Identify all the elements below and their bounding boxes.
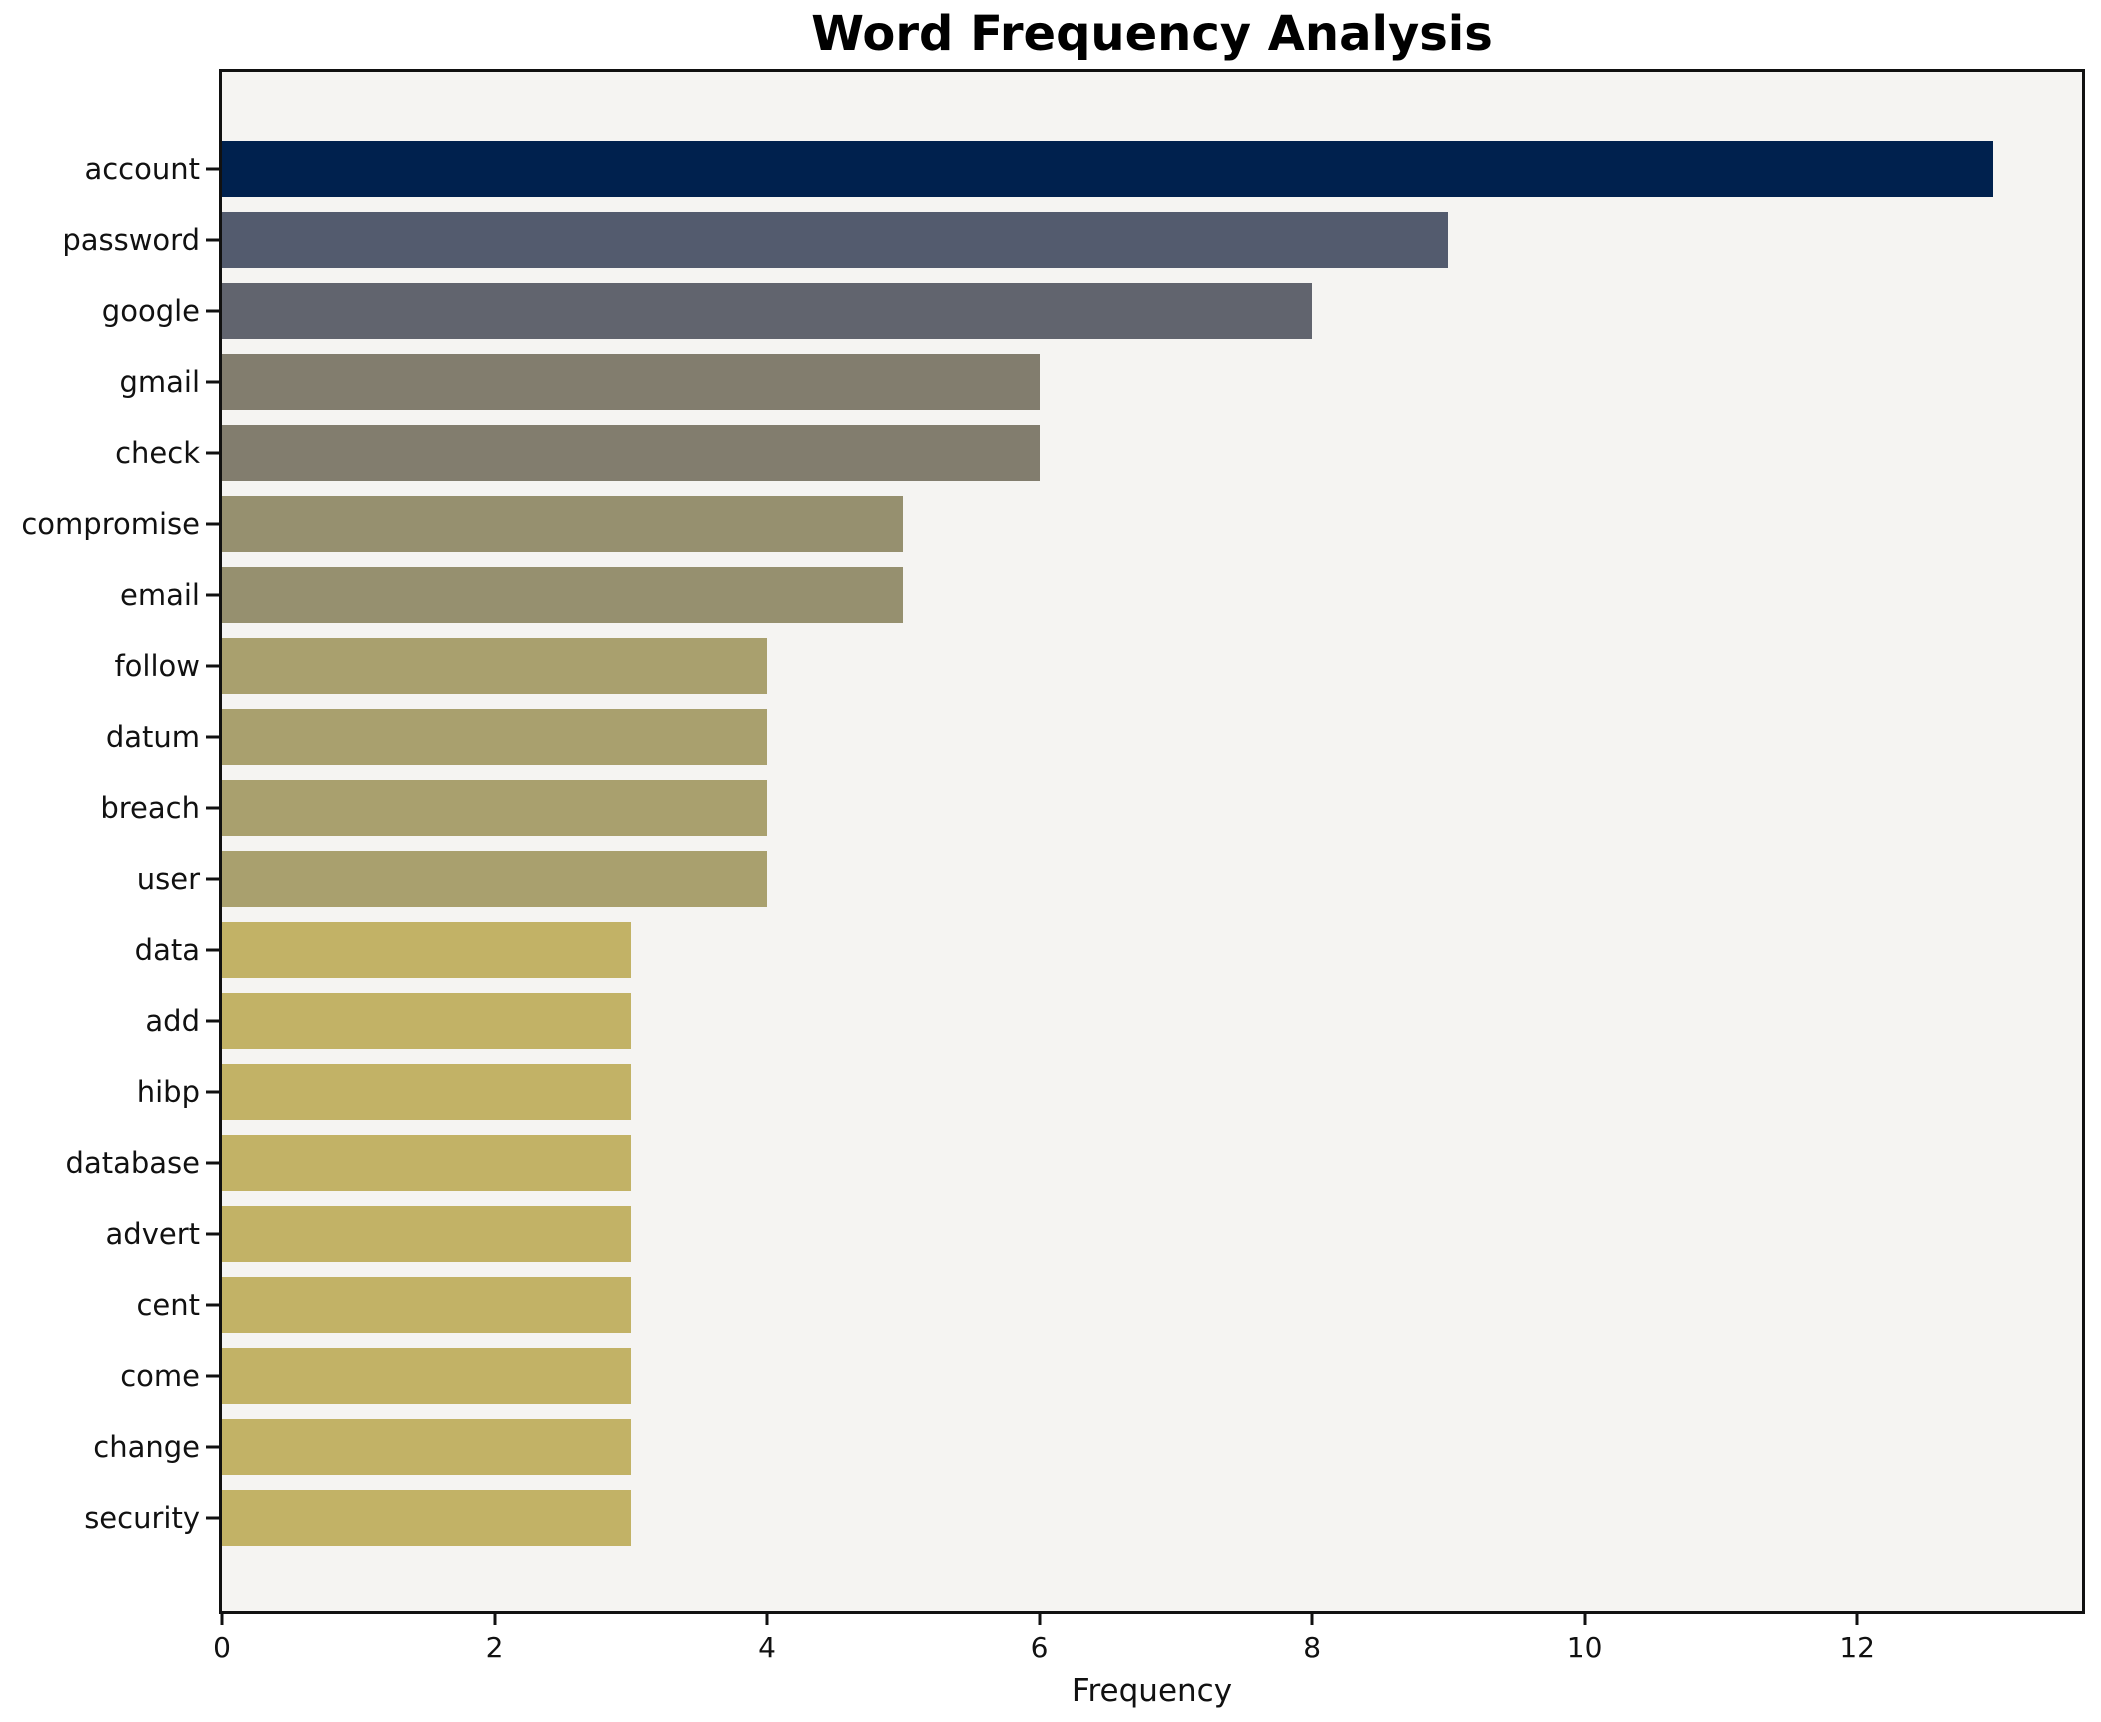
bar-row: user	[137, 851, 2082, 907]
x-tick-mark	[493, 1614, 497, 1625]
bar-row: account	[84, 141, 2082, 197]
bar-gmail	[222, 354, 1040, 410]
y-tick-mark	[206, 806, 219, 810]
bar-cent	[222, 1277, 631, 1333]
bar-row: password	[62, 212, 2082, 268]
y-tick-label-user: user	[136, 862, 200, 896]
bar-change	[222, 1419, 631, 1475]
bar-database	[222, 1135, 631, 1191]
bar-row: google	[102, 283, 2082, 339]
bar-row: hibp	[137, 1064, 2082, 1120]
y-tick-label-email: email	[120, 578, 200, 612]
chart-title: Word Frequency Analysis	[811, 6, 1493, 62]
bar-row: add	[145, 993, 2082, 1049]
y-tick-label-google: google	[101, 294, 200, 328]
y-tick-label-change: change	[93, 1430, 200, 1464]
y-tick-label-gmail: gmail	[119, 365, 200, 399]
bar-row: follow	[114, 638, 2082, 694]
plot-area: account password google gmail check compromis…	[21, 69, 2085, 1709]
y-tick-label-advert: advert	[105, 1217, 200, 1251]
bar-row: check	[115, 425, 2082, 481]
bar-row: breach	[100, 780, 2082, 836]
y-tick-label-compromise: compromise	[21, 507, 200, 541]
bar-google	[222, 283, 1313, 339]
x-tick-mark	[1855, 1614, 1859, 1625]
y-tick-mark	[206, 451, 219, 455]
y-tick-label-cent: cent	[136, 1288, 200, 1322]
y-tick-label-come: come	[120, 1359, 200, 1393]
bar-breach	[222, 780, 768, 836]
y-tick-mark	[206, 1374, 219, 1378]
y-tick-mark	[206, 593, 219, 597]
x-tick-mark	[1583, 1614, 1587, 1625]
bar-compromise	[222, 496, 904, 552]
bar-email	[222, 567, 904, 623]
bar-security	[222, 1490, 631, 1546]
bar-row: change	[93, 1419, 2082, 1475]
x-tick-mark	[220, 1614, 224, 1625]
bar-add	[222, 993, 631, 1049]
y-tick-label-datum: datum	[105, 720, 200, 754]
y-tick-label-add: add	[145, 1004, 200, 1038]
y-tick-mark	[206, 877, 219, 881]
y-tick-mark	[206, 167, 219, 171]
x-tick-mark	[1310, 1614, 1314, 1625]
x-tick-mark	[765, 1614, 769, 1625]
x-tick-label-2: 2	[485, 1631, 504, 1664]
bar-row: datum	[106, 709, 2082, 765]
y-tick-label-password: password	[62, 223, 200, 257]
x-tick-mark	[1038, 1614, 1042, 1625]
y-tick-mark	[206, 1161, 219, 1165]
y-tick-mark	[206, 1516, 219, 1520]
y-tick-label-breach: breach	[100, 791, 200, 825]
bar-row: advert	[106, 1206, 2082, 1262]
bar-row: cent	[136, 1277, 2082, 1333]
bar-row: email	[120, 567, 2082, 623]
y-tick-mark	[206, 522, 219, 526]
x-tick-label-10: 10	[1566, 1631, 1603, 1664]
y-tick-mark	[206, 1090, 219, 1094]
y-tick-label-hibp: hibp	[136, 1075, 200, 1109]
bar-advert	[222, 1206, 631, 1262]
x-tick-label-12: 12	[1839, 1631, 1875, 1664]
bar-hibp	[222, 1064, 631, 1120]
bar-password	[222, 212, 1449, 268]
y-tick-label-follow: follow	[114, 649, 200, 683]
y-tick-label-security: security	[84, 1501, 200, 1535]
x-axis-label: Frequency	[1071, 1673, 1233, 1709]
bar-row: data	[135, 922, 2082, 978]
y-tick-label-database: database	[65, 1146, 200, 1180]
x-tick-label-0: 0	[213, 1631, 231, 1664]
y-tick-label-data: data	[134, 933, 200, 967]
bars-layer: account password google gmail check compromis…	[21, 72, 2082, 1611]
bar-datum	[222, 709, 768, 765]
y-tick-mark	[206, 1019, 219, 1023]
bar-account	[222, 141, 1994, 197]
bar-data	[222, 922, 631, 978]
x-tick-label-6: 6	[1030, 1631, 1049, 1664]
y-tick-label-account: account	[84, 152, 200, 186]
y-tick-mark	[206, 1445, 219, 1449]
bar-follow	[222, 638, 768, 694]
bar-row: database	[66, 1135, 2082, 1191]
y-tick-mark	[206, 309, 219, 313]
bar-check	[222, 425, 1040, 481]
x-tick-label-8: 8	[1303, 1631, 1322, 1664]
bar-row: compromise	[21, 496, 2082, 552]
y-tick-label-check: check	[115, 436, 200, 470]
y-tick-mark	[206, 1232, 219, 1236]
y-tick-mark	[206, 948, 219, 952]
y-tick-mark	[206, 735, 219, 739]
x-tick-label-4: 4	[758, 1631, 776, 1664]
y-tick-mark	[206, 1303, 219, 1307]
bar-row: security	[84, 1490, 2082, 1546]
bar-come	[222, 1348, 631, 1404]
bar-user	[222, 851, 768, 907]
y-tick-mark	[206, 238, 219, 242]
bar-row: come	[120, 1348, 2082, 1404]
y-tick-mark	[206, 380, 219, 384]
bar-row: gmail	[119, 354, 2082, 410]
y-tick-mark	[206, 664, 219, 668]
